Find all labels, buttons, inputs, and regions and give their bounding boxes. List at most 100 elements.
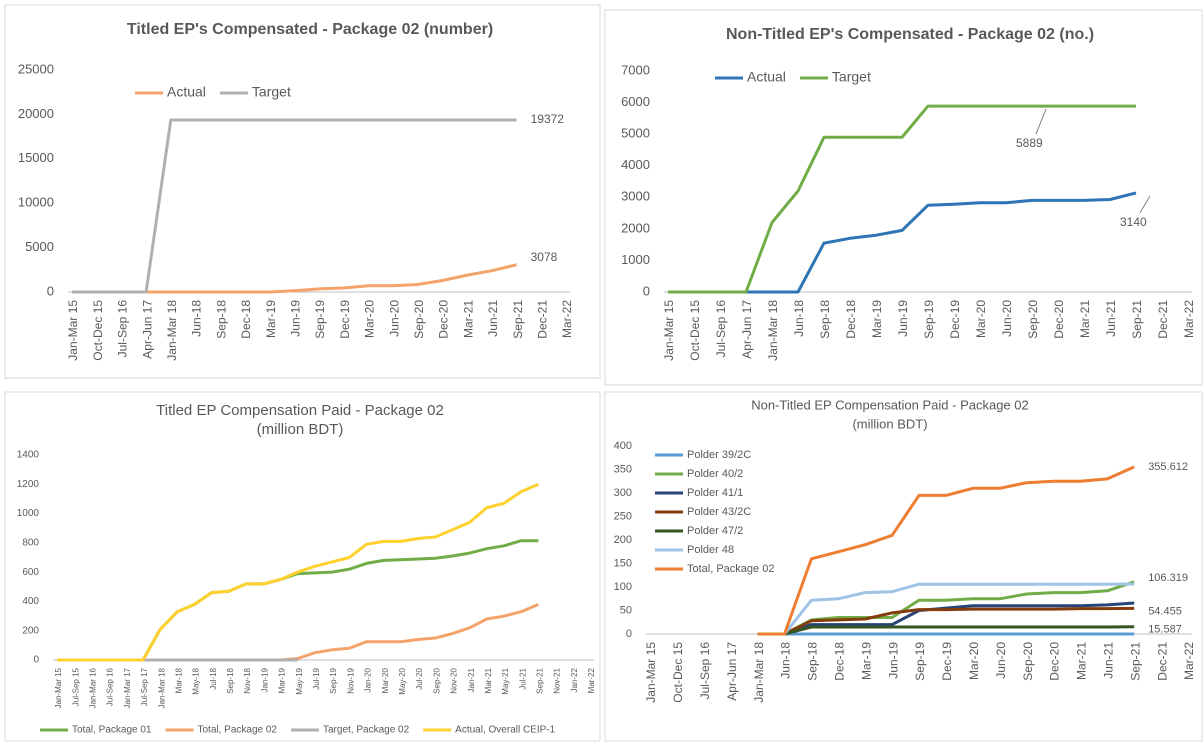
data-label: 54.455 xyxy=(1148,605,1182,617)
y-tick-label: 15000 xyxy=(18,150,54,165)
x-tick-label: Dec-21 xyxy=(535,300,549,339)
x-tick-label: Sep-18 xyxy=(806,642,820,681)
data-label: 15.587 xyxy=(1148,624,1182,636)
x-tick-label: Dec-19 xyxy=(948,300,962,339)
y-tick-label: 200 xyxy=(614,534,632,546)
x-tick-label: Mar-21 xyxy=(1075,642,1089,680)
series-line xyxy=(668,104,1136,294)
y-tick-label: 0 xyxy=(47,283,54,298)
y-tick-label: 5000 xyxy=(25,239,54,254)
x-tick-label: Jan-21 xyxy=(467,667,476,692)
legend-label: Polder 47/2 xyxy=(687,525,743,537)
panel xyxy=(604,391,1203,742)
x-tick-label: May-21 xyxy=(501,667,510,694)
y-tick-label: 300 xyxy=(614,487,632,499)
x-tick-label: Jan-Mar 17 xyxy=(123,667,132,708)
legend-label: Target xyxy=(252,84,291,100)
x-tick-label: Jul-18 xyxy=(209,667,218,689)
y-tick-label: 250 xyxy=(614,510,632,522)
legend-label: Polder 48 xyxy=(687,544,734,556)
leader-line xyxy=(1035,108,1047,135)
data-label: 19372 xyxy=(531,112,565,126)
x-tick-label: Jul-19 xyxy=(312,667,321,689)
x-tick-label: Dec-21 xyxy=(1156,300,1170,339)
x-tick-label: Mar-19 xyxy=(264,300,278,338)
x-tick-label: Sep-18 xyxy=(818,300,832,339)
x-tick-label: Jun-19 xyxy=(886,642,900,679)
y-tick-label: 2000 xyxy=(621,220,650,235)
x-tick-label: Jan-Mar 18 xyxy=(157,667,166,708)
x-tick-label: Dec-20 xyxy=(1048,642,1062,681)
x-tick-label: Sep-21 xyxy=(511,300,525,339)
series-line xyxy=(72,118,517,294)
x-tick-label: Jan-19 xyxy=(260,667,269,692)
y-tick-label: 1200 xyxy=(17,479,40,490)
legend-label: Target, Package 02 xyxy=(323,725,410,736)
x-tick-label: Jun-21 xyxy=(486,300,500,337)
x-tick-label: Jul-Sep 17 xyxy=(140,667,149,706)
x-tick-label: Sep-20 xyxy=(412,300,426,339)
x-tick-label: Sep-18 xyxy=(214,300,228,339)
y-tick-label: 20000 xyxy=(18,106,54,121)
x-tick-label: Oct-Dec 15 xyxy=(91,300,105,361)
x-tick-label: Jun-20 xyxy=(1000,300,1014,337)
x-tick-label: Sep-19 xyxy=(922,300,936,339)
x-tick-label: Oct-Dec 15 xyxy=(688,300,702,361)
x-tick-label: Jun-18 xyxy=(779,642,793,679)
x-tick-label: Mar-21 xyxy=(1078,300,1092,338)
panel xyxy=(4,4,601,379)
x-tick-label: Apr-Jun 17 xyxy=(140,300,154,359)
x-tick-label: Dec-20 xyxy=(1052,300,1066,339)
x-tick-label: Sep-20 xyxy=(1021,642,1035,681)
data-label: 355.612 xyxy=(1148,461,1188,473)
x-tick-label: Apr-Jun 17 xyxy=(725,642,739,701)
legend-label: Actual xyxy=(747,69,786,85)
legend-label: Actual xyxy=(167,84,206,100)
x-tick-label: Nov-21 xyxy=(553,667,562,693)
x-tick-label: Jun-21 xyxy=(1101,642,1115,679)
panel xyxy=(604,9,1203,386)
y-tick-label: 1000 xyxy=(621,252,650,267)
x-tick-label: Mar-19 xyxy=(859,642,873,680)
y-tick-label: 150 xyxy=(614,557,632,569)
x-tick-label: Sep-21 xyxy=(1130,300,1144,339)
legend-label: Actual, Overall CEIP-1 xyxy=(455,725,555,736)
x-tick-label: May-19 xyxy=(295,667,304,694)
data-label: 5889 xyxy=(1016,136,1043,150)
chart-subtitle: (million BDT) xyxy=(257,421,344,438)
x-tick-label: Dec-18 xyxy=(239,300,253,339)
x-tick-label: Dec-21 xyxy=(1155,642,1169,681)
x-tick-label: Jan-Mar 15 xyxy=(662,300,676,361)
chart-title: Non-Titled EP's Compensated - Package 02… xyxy=(726,26,1094,43)
x-tick-label: Mar-22 xyxy=(1182,642,1196,680)
x-tick-label: Jul-Sep 16 xyxy=(106,667,115,706)
chart-title: Titled EP Compensation Paid - Package 02 xyxy=(156,402,444,419)
x-tick-label: Mar-21 xyxy=(484,667,493,693)
data-label: 3078 xyxy=(531,250,558,264)
series-line xyxy=(757,606,1135,636)
series-line xyxy=(757,625,1135,636)
y-tick-label: 7000 xyxy=(621,62,650,77)
x-tick-label: Jan-Mar 16 xyxy=(88,667,97,708)
x-tick-label: May-18 xyxy=(192,667,201,694)
x-tick-label: Jul-Sep 16 xyxy=(116,300,130,358)
y-tick-label: 50 xyxy=(620,604,632,616)
y-tick-label: 100 xyxy=(614,581,632,593)
x-tick-label: Jul-Sep 15 xyxy=(71,667,80,706)
x-tick-label: Sep-19 xyxy=(329,667,338,693)
x-tick-label: Dec-20 xyxy=(437,300,451,339)
x-tick-label: Mar-19 xyxy=(278,667,287,693)
y-tick-label: 3000 xyxy=(621,189,650,204)
x-tick-label: Nov-19 xyxy=(346,667,355,693)
x-tick-label: Jun-19 xyxy=(288,300,302,337)
legend-label: Total, Package 01 xyxy=(72,725,152,736)
x-tick-label: Jan-22 xyxy=(570,667,579,692)
series-line xyxy=(57,482,539,662)
x-tick-label: Jan-20 xyxy=(364,667,373,692)
x-tick-label: Jun-21 xyxy=(1104,300,1118,337)
y-tick-label: 0 xyxy=(626,628,632,640)
x-tick-label: Dec-18 xyxy=(832,642,846,681)
x-tick-label: Mar-21 xyxy=(461,300,475,338)
legend-label: Target xyxy=(832,69,871,85)
x-tick-label: Mar-20 xyxy=(974,300,988,338)
